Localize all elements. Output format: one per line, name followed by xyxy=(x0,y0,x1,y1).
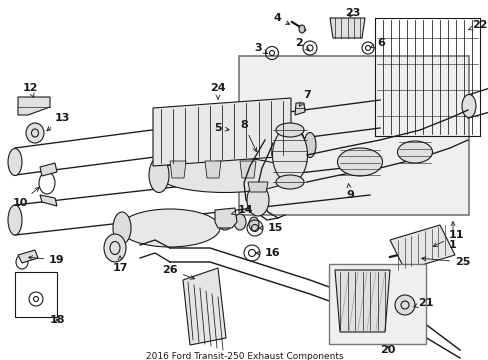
Polygon shape xyxy=(215,208,237,228)
Polygon shape xyxy=(170,161,185,178)
Text: 15: 15 xyxy=(258,223,283,233)
Ellipse shape xyxy=(245,124,253,130)
Ellipse shape xyxy=(275,123,304,137)
Polygon shape xyxy=(204,161,221,178)
Ellipse shape xyxy=(304,132,315,158)
Polygon shape xyxy=(18,250,38,263)
Ellipse shape xyxy=(120,209,220,247)
Ellipse shape xyxy=(248,217,259,231)
Polygon shape xyxy=(240,161,256,178)
Text: 19: 19 xyxy=(29,255,65,265)
Polygon shape xyxy=(183,268,225,345)
Ellipse shape xyxy=(217,210,232,230)
Text: 4: 4 xyxy=(273,13,289,24)
Ellipse shape xyxy=(234,214,245,230)
Text: 22: 22 xyxy=(468,20,487,30)
Text: 20: 20 xyxy=(380,345,395,355)
Text: 8: 8 xyxy=(240,120,256,152)
Text: 16: 16 xyxy=(255,248,280,258)
Text: 11: 11 xyxy=(432,230,464,247)
Polygon shape xyxy=(294,103,305,115)
Ellipse shape xyxy=(394,295,414,315)
Ellipse shape xyxy=(461,94,475,117)
Text: 5: 5 xyxy=(214,123,228,133)
Ellipse shape xyxy=(149,158,169,193)
Text: 17: 17 xyxy=(112,256,127,273)
Text: 24: 24 xyxy=(210,83,225,99)
Ellipse shape xyxy=(26,123,44,143)
Ellipse shape xyxy=(275,175,304,189)
Text: 2: 2 xyxy=(295,38,308,50)
Polygon shape xyxy=(247,182,267,192)
Polygon shape xyxy=(18,97,50,115)
Ellipse shape xyxy=(157,158,292,193)
Text: 7: 7 xyxy=(299,90,310,106)
Ellipse shape xyxy=(8,205,22,235)
Text: 23: 23 xyxy=(344,8,359,18)
Text: 9: 9 xyxy=(346,184,353,200)
Text: 1: 1 xyxy=(448,222,456,250)
Polygon shape xyxy=(334,270,389,332)
Ellipse shape xyxy=(272,127,307,183)
Text: 10: 10 xyxy=(13,187,39,208)
Ellipse shape xyxy=(285,127,304,157)
Polygon shape xyxy=(389,225,454,270)
Ellipse shape xyxy=(246,184,268,216)
Text: 6: 6 xyxy=(369,38,384,48)
Ellipse shape xyxy=(405,248,413,254)
Ellipse shape xyxy=(113,212,131,244)
Text: 21: 21 xyxy=(413,298,433,308)
FancyBboxPatch shape xyxy=(239,56,468,215)
Text: 18: 18 xyxy=(49,315,64,325)
Polygon shape xyxy=(153,98,290,166)
Ellipse shape xyxy=(298,25,305,33)
Polygon shape xyxy=(329,18,364,38)
Ellipse shape xyxy=(104,234,126,262)
Bar xyxy=(15,272,57,317)
Ellipse shape xyxy=(397,141,431,163)
Text: 3: 3 xyxy=(254,43,267,54)
Text: 14: 14 xyxy=(231,205,253,215)
Ellipse shape xyxy=(8,148,22,175)
FancyBboxPatch shape xyxy=(328,264,425,344)
Text: 25: 25 xyxy=(421,257,469,267)
Text: 13: 13 xyxy=(47,113,70,131)
Text: 2016 Ford Transit-250 Exhaust Components
Converter & Pipe Gasket Diagram for BL3: 2016 Ford Transit-250 Exhaust Components… xyxy=(129,352,359,360)
Text: 12: 12 xyxy=(22,83,38,97)
Text: 26: 26 xyxy=(162,265,194,279)
Polygon shape xyxy=(40,195,57,206)
Ellipse shape xyxy=(337,148,382,176)
Polygon shape xyxy=(40,163,57,176)
